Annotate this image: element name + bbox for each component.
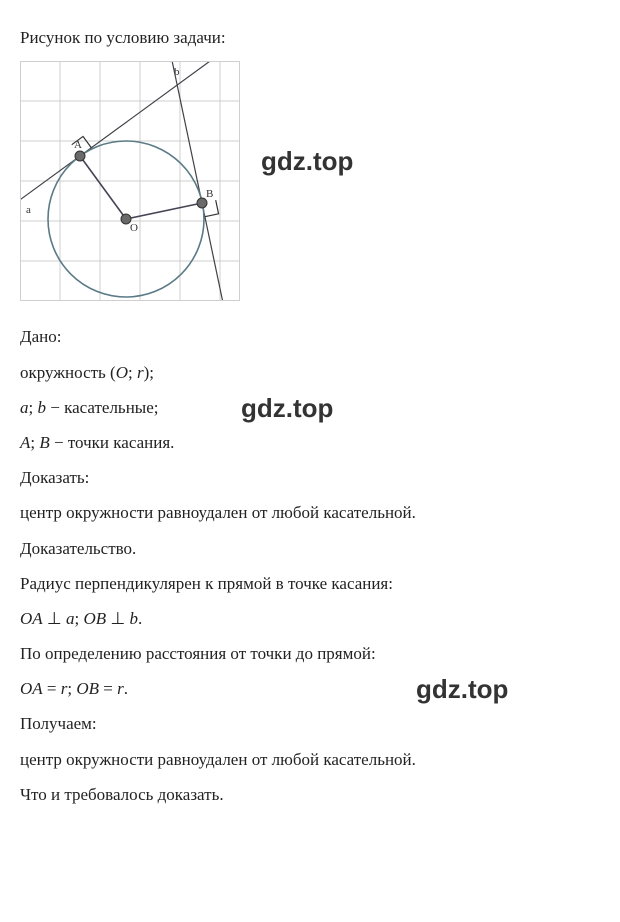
var-OA: OA <box>20 609 43 628</box>
geometry-diagram: A B Oa b <box>20 61 600 309</box>
given-circle: окружность (O; r); <box>20 359 600 386</box>
eq-symbol: = <box>43 679 61 698</box>
text: ); <box>144 363 154 382</box>
var-OA: OA <box>20 679 43 698</box>
heading: Рисунок по условию задачи: <box>20 24 600 51</box>
prove-label: Доказать: <box>20 464 600 491</box>
proof-result: центр окружности равноудален от любой ка… <box>20 746 600 773</box>
prove-statement: центр окружности равноудален от любой ка… <box>20 499 600 526</box>
var-O: O <box>116 363 128 382</box>
given-points: A; B − точки касания. <box>20 429 600 456</box>
proof-result-label: Получаем: <box>20 710 600 737</box>
var-r: r <box>117 679 124 698</box>
watermark-2: gdz.top <box>235 388 339 430</box>
perp-symbol: ⊥ <box>106 609 129 628</box>
var-OB: OB <box>83 609 106 628</box>
var-b: b <box>129 609 138 628</box>
var-b: b <box>37 398 46 417</box>
text: . <box>138 609 142 628</box>
text: ; <box>128 363 137 382</box>
proof-label: Доказательство. <box>20 535 600 562</box>
watermark-1: gdz.top <box>255 141 359 183</box>
text: − касательные; <box>46 398 159 417</box>
var-r: r <box>137 363 144 382</box>
svg-text:A: A <box>74 139 82 151</box>
text: окружность ( <box>20 363 116 382</box>
svg-text:a: a <box>26 204 31 216</box>
var-OB: OB <box>76 679 99 698</box>
eq-symbol: = <box>99 679 117 698</box>
text: . <box>124 679 128 698</box>
var-B: B <box>39 433 49 452</box>
given-label: Дано: <box>20 323 600 350</box>
watermark-3: gdz.top <box>410 669 514 711</box>
perp-symbol: ⊥ <box>43 609 66 628</box>
svg-text:b: b <box>174 66 180 78</box>
proof-perp: OA ⊥ a; OB ⊥ b. <box>20 605 600 632</box>
given-tangents: a; b − касательные; gdz.top <box>20 394 600 421</box>
var-A: A <box>20 433 30 452</box>
proof-qed: Что и требовалось доказать. <box>20 781 600 808</box>
proof-eq: OA = r; OB = r. gdz.top <box>20 675 600 702</box>
text: − точки касания. <box>50 433 175 452</box>
var-a: a <box>20 398 29 417</box>
svg-text:B: B <box>206 188 213 200</box>
proof-step-2: По определению расстояния от точки до пр… <box>20 640 600 667</box>
svg-text:O: O <box>130 222 138 234</box>
proof-step-1: Радиус перпендикулярен к прямой в точке … <box>20 570 600 597</box>
